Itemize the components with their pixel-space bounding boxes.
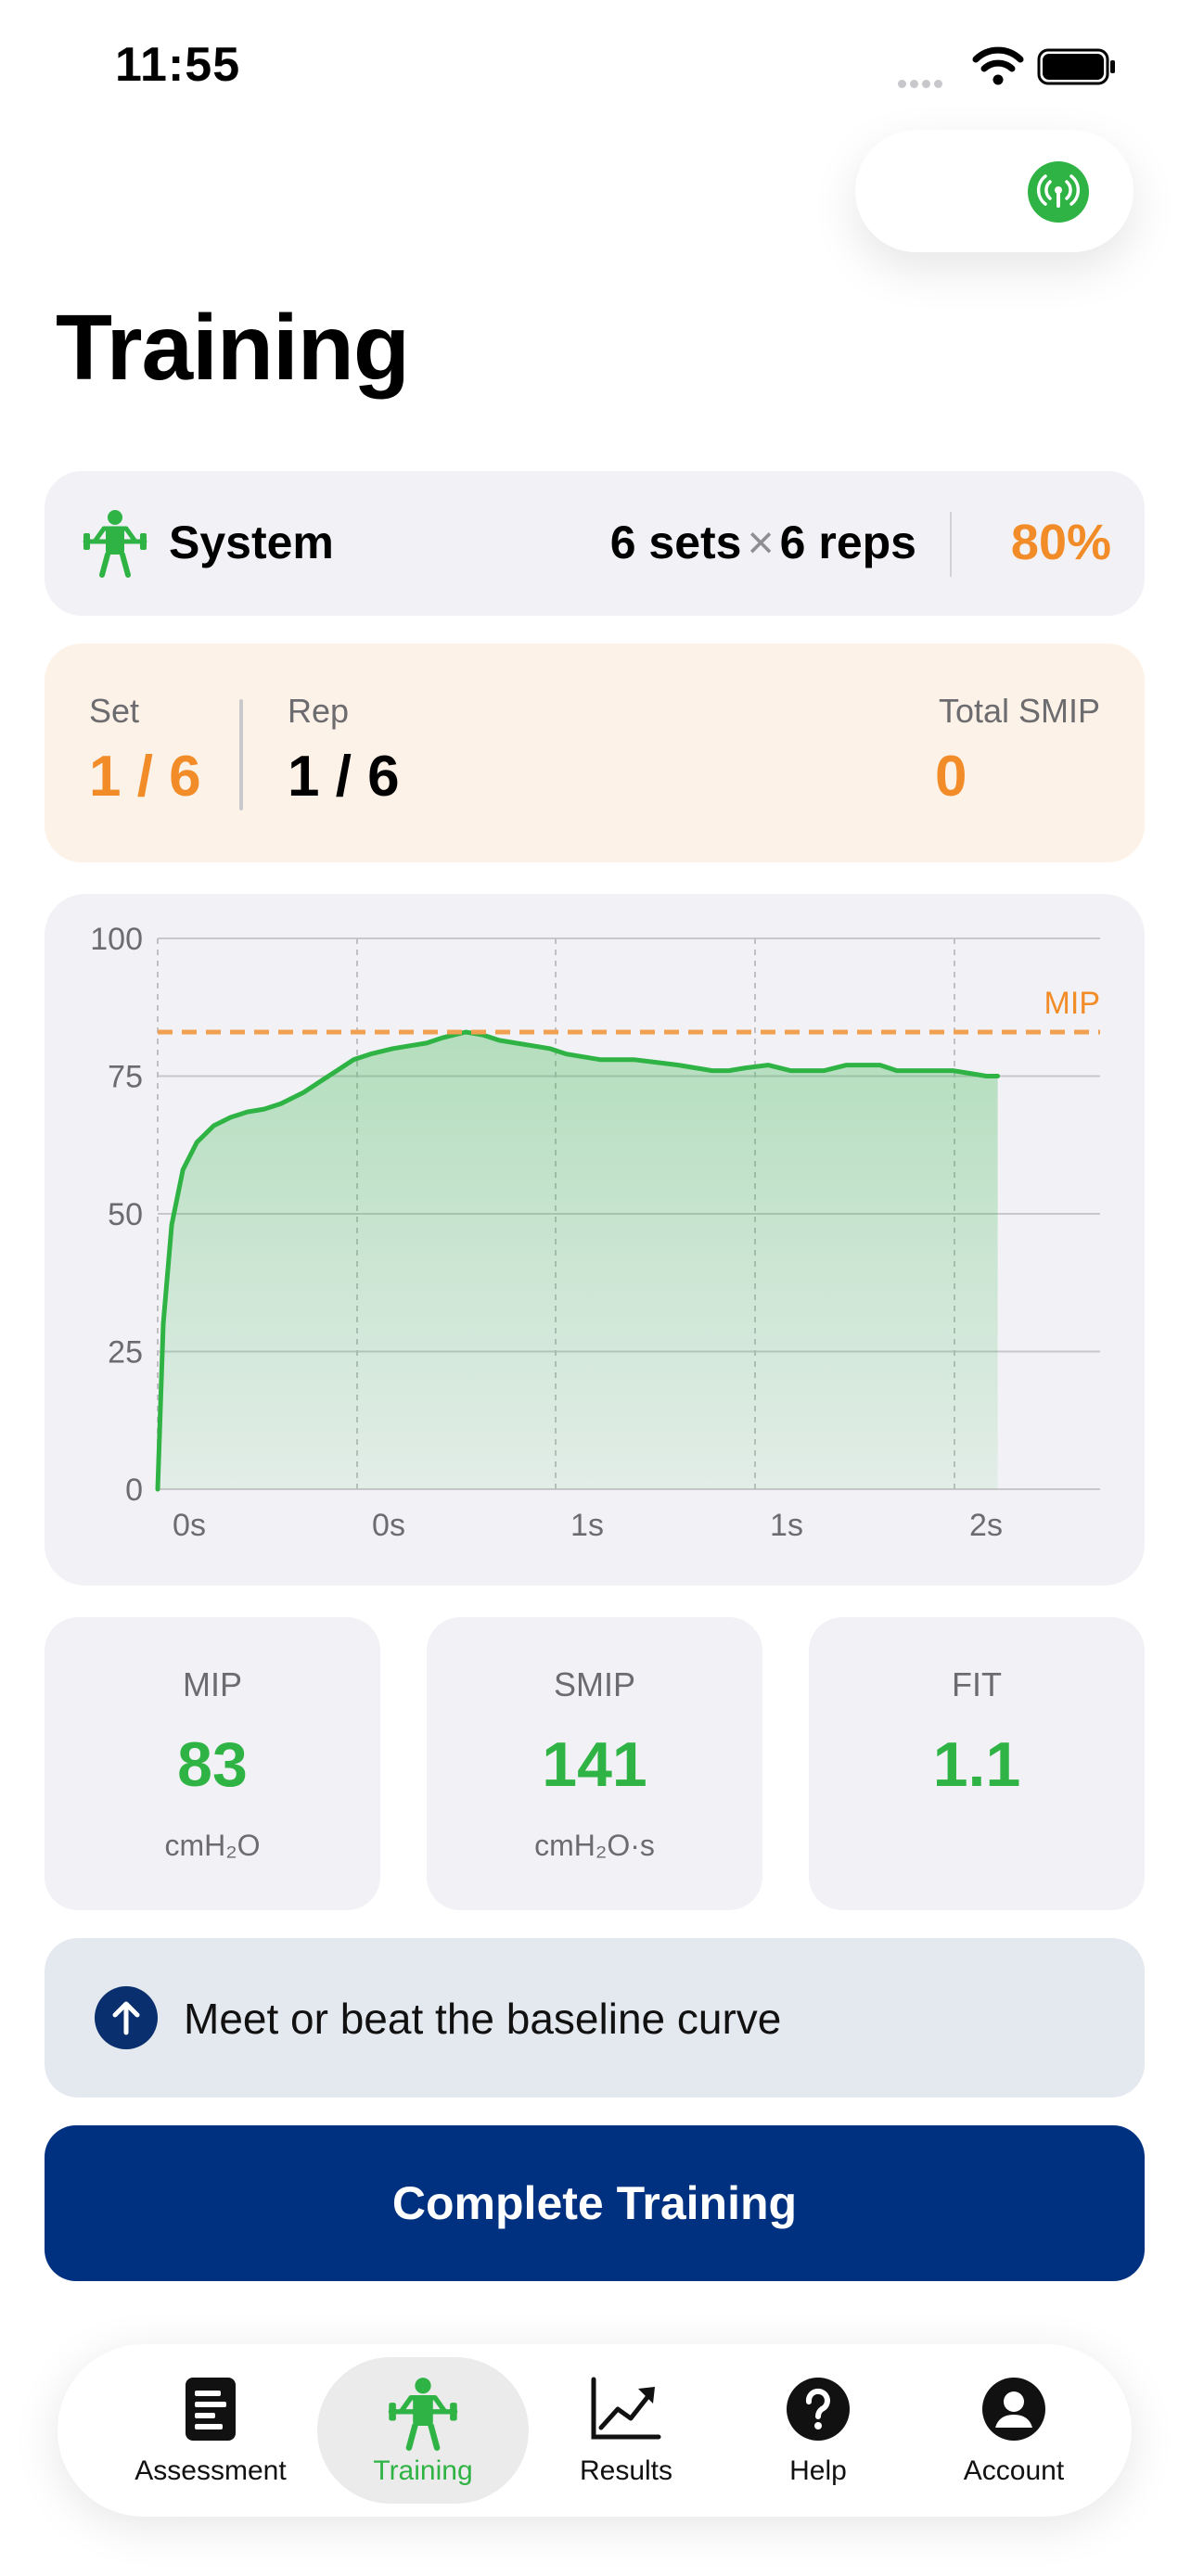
metric-value: 141: [542, 1729, 647, 1800]
tab-label: Training: [373, 2455, 473, 2486]
page-title: Training: [56, 296, 410, 400]
reps-count: 6 reps: [779, 516, 916, 568]
metric-card-fit: FIT 1.1: [809, 1617, 1145, 1910]
series-area: [158, 1032, 998, 1489]
mip-label: MIP: [1044, 986, 1100, 1021]
battery-icon: [1037, 48, 1115, 85]
y-tick-label: 100: [90, 922, 143, 957]
assessment-icon: [186, 2378, 236, 2441]
weightlifter-icon: [83, 510, 147, 578]
tab-results[interactable]: Results: [529, 2344, 724, 2517]
set-value: 1 / 6: [89, 745, 201, 809]
hint-card: Meet or beat the baseline curve: [45, 1938, 1145, 2098]
system-label: System: [169, 516, 334, 568]
status-time: 11:55: [115, 38, 241, 92]
protocol-summary: 6 sets × 6 reps: [610, 516, 916, 569]
arrow-up-circle-icon: [95, 1986, 158, 2049]
y-tick-label: 25: [108, 1335, 143, 1371]
series-line: [155, 1029, 1001, 1492]
weightlifter-icon: [388, 2378, 458, 2451]
y-tick-label: 0: [125, 1473, 143, 1508]
metric-unit: cmH₂O·s: [534, 1829, 655, 1862]
tab-label: Assessment: [134, 2455, 287, 2486]
x-tick-label: 1s: [570, 1508, 604, 1543]
hint-text: Meet or beat the baseline curve: [184, 1995, 782, 2043]
metric-label: FIT: [952, 1665, 1002, 1703]
tab-help[interactable]: Help: [725, 2344, 911, 2517]
intensity-percent: 80%: [1010, 515, 1111, 570]
metric-value: 1.1: [932, 1729, 1021, 1800]
sets-count: 6 sets: [609, 516, 742, 568]
metric-card-smip: SMIP 141 cmH₂O·s: [427, 1617, 762, 1910]
total-smip-value: 0: [935, 745, 967, 809]
person-circle-icon: [982, 2378, 1045, 2441]
divider: [950, 512, 952, 577]
times-symbol: ×: [747, 516, 775, 568]
cellular-signal-icon: [898, 76, 946, 93]
rep-value: 1 / 6: [288, 745, 400, 809]
complete-training-button[interactable]: Complete Training: [45, 2125, 1145, 2281]
x-tick-label: 0s: [173, 1508, 206, 1543]
rep-label: Rep: [288, 692, 350, 730]
set-label: Set: [89, 692, 140, 730]
metric-label: SMIP: [553, 1665, 635, 1703]
y-tick-label: 75: [108, 1060, 143, 1095]
y-tick-label: 50: [108, 1197, 143, 1232]
tab-assessment[interactable]: Assessment: [95, 2344, 327, 2517]
tab-account[interactable]: Account: [916, 2344, 1111, 2517]
metric-value: 83: [177, 1729, 248, 1800]
metric-unit: cmH₂O: [164, 1829, 261, 1862]
device-connected-indicator: [1028, 161, 1089, 223]
broadcast-icon: [1036, 174, 1081, 208]
system-card[interactable]: System 6 sets × 6 reps 80%: [45, 471, 1145, 616]
divider: [239, 699, 243, 810]
pressure-chart-card: 100 75 50 25 0 0s 0s 1s 1s 2s MIP: [45, 894, 1145, 1586]
x-tick-label: 1s: [770, 1508, 803, 1543]
total-smip-label: Total SMIP: [938, 692, 1100, 730]
chart-up-icon: [591, 2377, 661, 2440]
device-connection-pill[interactable]: [855, 130, 1133, 252]
metric-card-mip: MIP 83 cmH₂O: [45, 1617, 380, 1910]
x-tick-label: 0s: [372, 1508, 405, 1543]
x-tick-label: 2s: [969, 1508, 1003, 1543]
help-circle-icon: [787, 2378, 850, 2441]
progress-card: Set 1 / 6 Rep 1 / 6 Total SMIP 0: [45, 644, 1145, 862]
metric-label: MIP: [182, 1665, 242, 1703]
pressure-chart: 100 75 50 25 0 0s 0s 1s 1s 2s MIP: [90, 922, 1100, 1543]
tab-bar: Assessment Training Results Help: [58, 2344, 1132, 2517]
tab-label: Help: [789, 2455, 847, 2486]
wifi-icon: [972, 46, 1024, 85]
tab-label: Account: [963, 2455, 1065, 2486]
tab-training[interactable]: Training: [317, 2344, 529, 2517]
tab-label: Results: [579, 2455, 673, 2486]
